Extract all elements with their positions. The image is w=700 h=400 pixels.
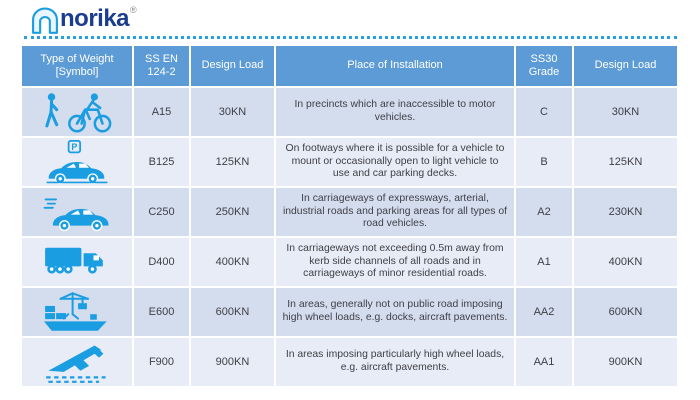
- ss30-grade-cell: A2: [516, 188, 572, 236]
- brand-logo: norika ®: [30, 3, 137, 35]
- airplane-takeoff-icon: [46, 345, 106, 383]
- weight-class-table: Type of Weight [Symbol] SS EN 124-2 Desi…: [22, 46, 677, 386]
- header-design-load: Design Load: [191, 46, 274, 86]
- ss30-design-load-cell: 900KN: [574, 338, 677, 386]
- ss30-design-load-cell: 600KN: [574, 288, 677, 336]
- pedestrian-and-bicycle-icon: [45, 93, 112, 133]
- symbol-cell: [22, 188, 132, 236]
- symbol-cell: [22, 88, 132, 136]
- svg-text:P: P: [71, 142, 77, 152]
- design-load-cell: 250KN: [191, 188, 274, 236]
- ss30-grade-cell: B: [516, 138, 572, 186]
- ss30-design-load-cell: 230KN: [574, 188, 677, 236]
- speeding-car-icon: [43, 198, 109, 232]
- dock-crane-and-ship-icon: [44, 292, 107, 331]
- symbol-cell: P: [22, 138, 132, 186]
- symbol-cell: [22, 238, 132, 286]
- ss30-grade-cell: A1: [516, 238, 572, 286]
- truck-icon: [45, 247, 103, 274]
- ss30-grade-cell: AA1: [516, 338, 572, 386]
- place-cell: In areas imposing particularly high whee…: [276, 338, 514, 386]
- ss-en-cell: B125: [134, 138, 189, 186]
- brand-name: norika: [60, 5, 130, 32]
- registered-mark: ®: [130, 5, 137, 15]
- symbol-cell: [22, 338, 132, 386]
- ss-en-cell: A15: [134, 88, 189, 136]
- place-cell: In carriageways of expressways, arterial…: [276, 188, 514, 236]
- ss30-design-load-cell: 125KN: [574, 138, 677, 186]
- symbol-cell: [22, 288, 132, 336]
- place-cell: In precincts which are inaccessible to m…: [276, 88, 514, 136]
- header-ss-en: SS EN 124-2: [134, 46, 189, 86]
- header-place: Place of Installation: [276, 46, 514, 86]
- ss30-design-load-cell: 30KN: [574, 88, 677, 136]
- header-ss30-design-load: Design Load: [574, 46, 677, 86]
- dotted-divider: [24, 36, 677, 39]
- design-load-cell: 125KN: [191, 138, 274, 186]
- ss-en-cell: E600: [134, 288, 189, 336]
- place-cell: In carriageways not exceeding 0.5m away …: [276, 238, 514, 286]
- design-load-cell: 900KN: [191, 338, 274, 386]
- place-cell: On footways where it is possible for a v…: [276, 138, 514, 186]
- norika-arch-icon: [32, 7, 58, 34]
- ss-en-cell: D400: [134, 238, 189, 286]
- place-cell: In areas, generally not on public road i…: [276, 288, 514, 336]
- ss30-grade-cell: AA2: [516, 288, 572, 336]
- ss30-design-load-cell: 400KN: [574, 238, 677, 286]
- header-symbol: Type of Weight [Symbol]: [22, 46, 132, 86]
- car-with-parking-sign-icon: P: [46, 140, 108, 184]
- ss30-grade-cell: C: [516, 88, 572, 136]
- ss-en-cell: F900: [134, 338, 189, 386]
- design-load-cell: 600KN: [191, 288, 274, 336]
- design-load-cell: 400KN: [191, 238, 274, 286]
- ss-en-cell: C250: [134, 188, 189, 236]
- header-ss30-grade: SS30 Grade: [516, 46, 572, 86]
- design-load-cell: 30KN: [191, 88, 274, 136]
